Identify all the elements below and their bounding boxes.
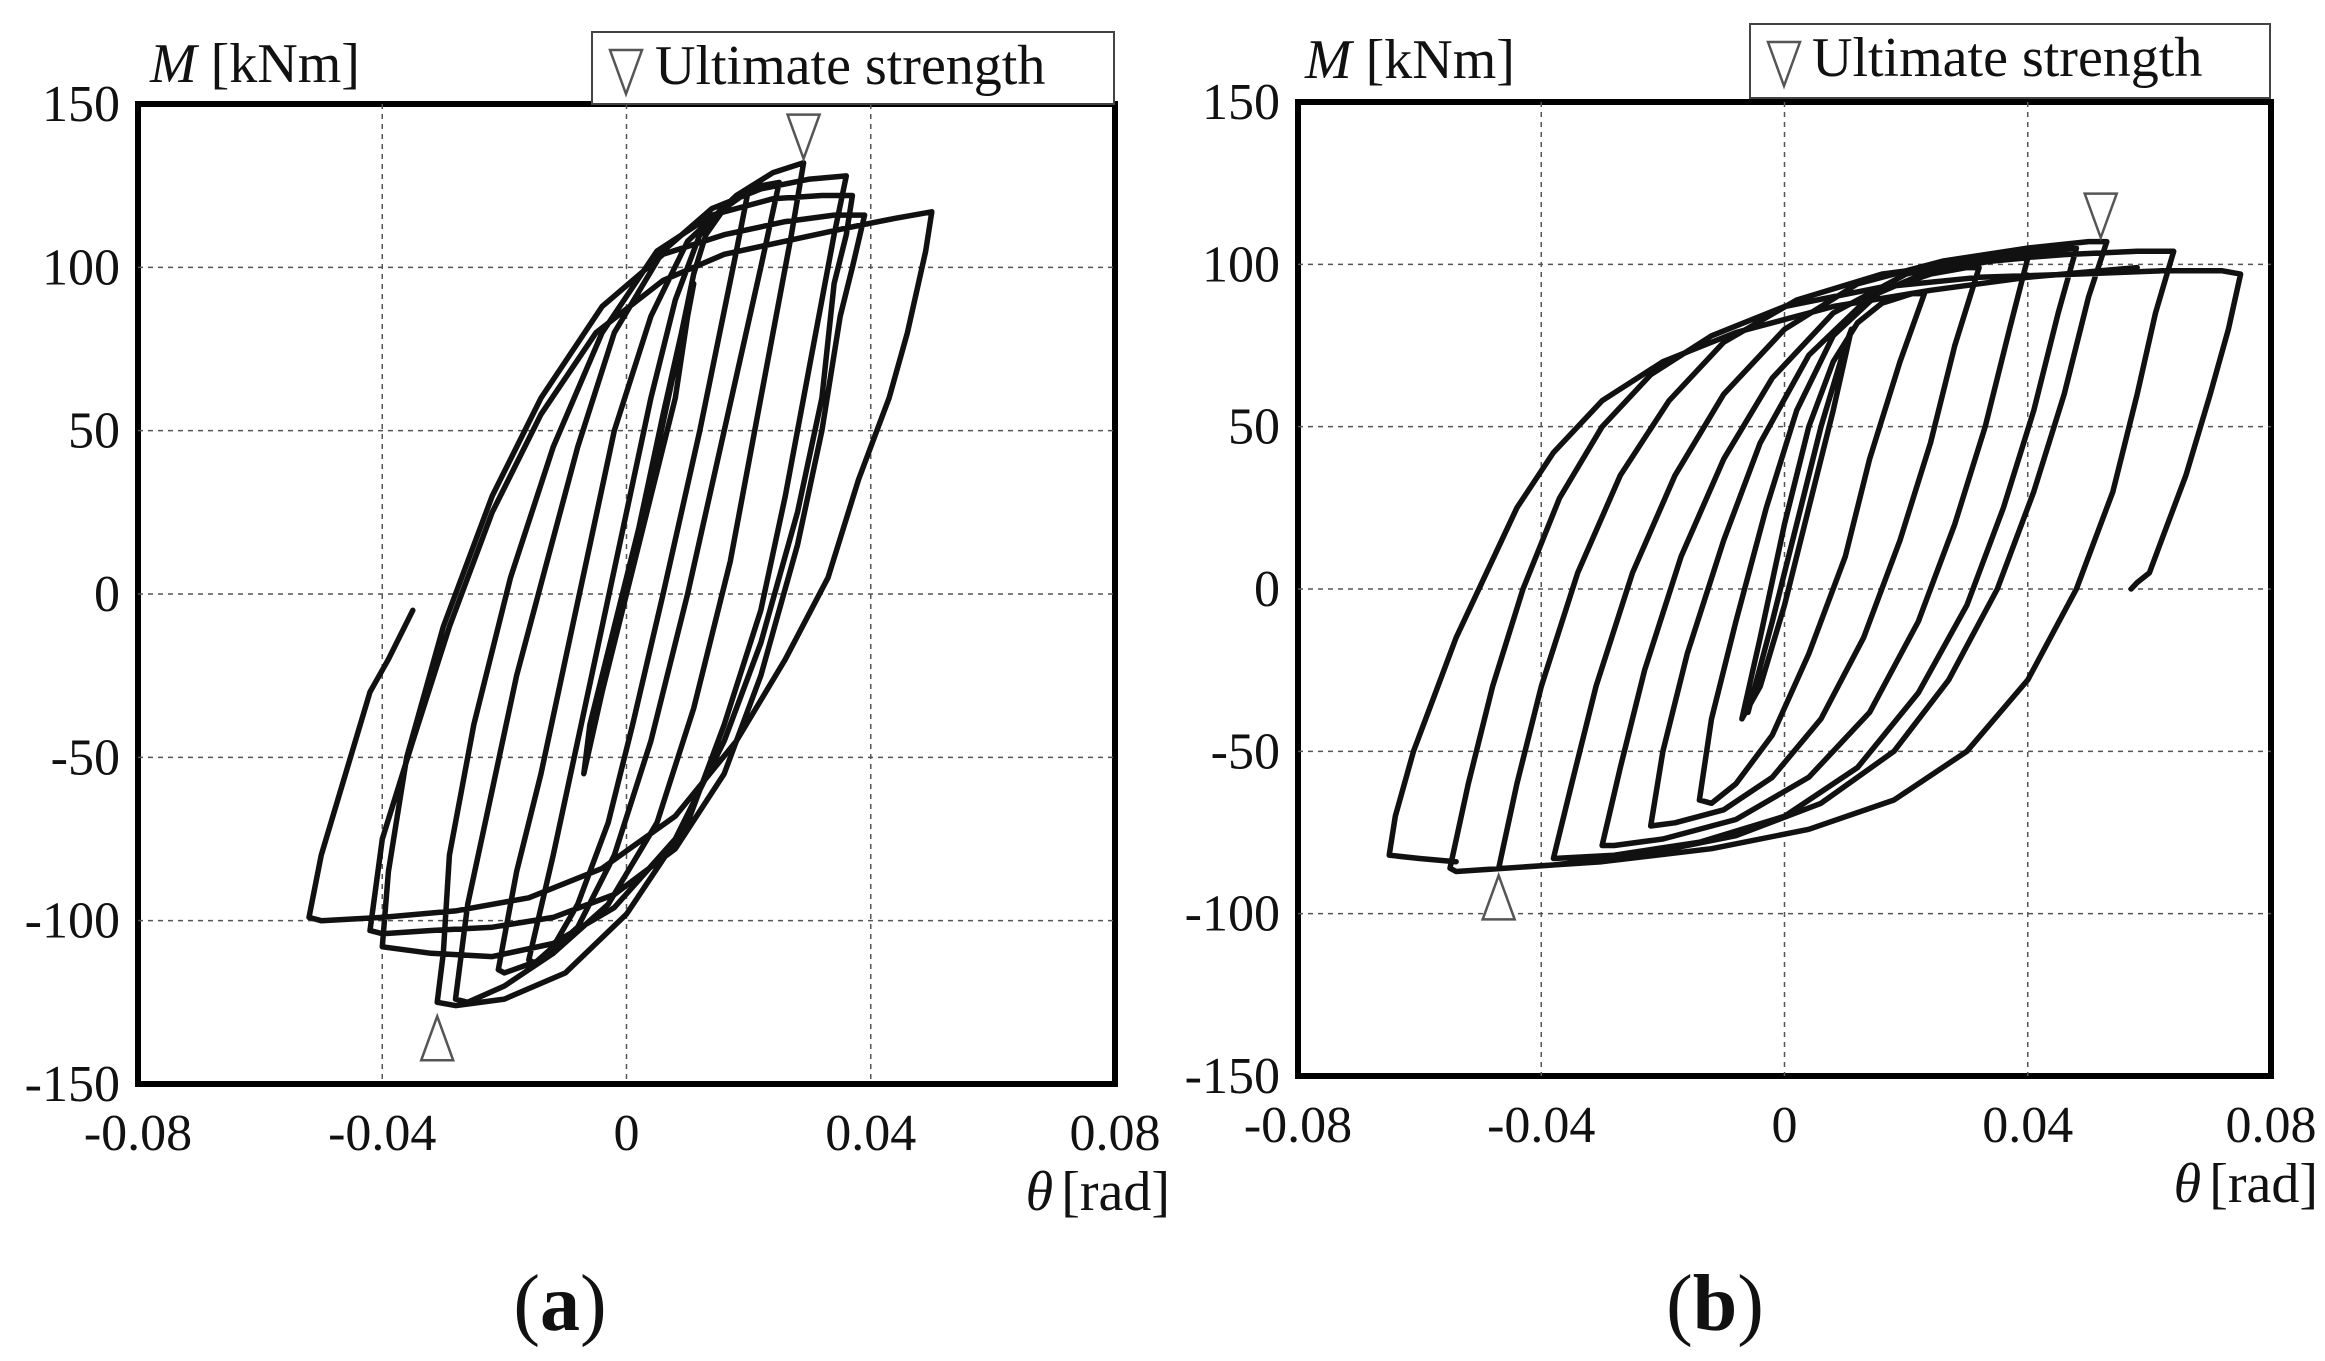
series-hysteresis bbox=[306, 160, 935, 1009]
ultimate-strength-marker bbox=[785, 113, 822, 163]
y-tick-label: 150 bbox=[42, 76, 120, 133]
y-ticks-b: 150 100 50 0 -50 -100 -150 bbox=[1185, 74, 1280, 1105]
y-tick-label: -50 bbox=[1211, 723, 1280, 780]
y-tick-label: -100 bbox=[25, 893, 120, 950]
legend-label-a: Ultimate strength bbox=[655, 35, 1045, 97]
ultimate-strength-marker bbox=[419, 1012, 455, 1062]
x-tick-label: -0.04 bbox=[1487, 1097, 1595, 1154]
series-outer-negative bbox=[1386, 264, 2140, 865]
panel-b: 150 100 50 0 -50 -100 -150 -0.08 -0.04 0 0.04 0.08… bbox=[1185, 23, 2318, 1348]
x-axis-label-a: θ [rad] bbox=[1026, 1161, 1170, 1223]
x-tick-label: -0.08 bbox=[84, 1105, 192, 1162]
x-tick-label: -0.04 bbox=[328, 1105, 436, 1162]
y-axis-symbol-a: M bbox=[149, 33, 200, 95]
legend-label-b: Ultimate strength bbox=[1812, 27, 2202, 89]
ultimate-markers-b bbox=[1480, 192, 2119, 921]
ultimate-strength-marker bbox=[1480, 871, 1517, 921]
panel-a: 150 100 50 0 -50 -100 -150 -0.08 -0.04 0 0.04 0.08… bbox=[25, 31, 1170, 1348]
grid-b bbox=[1298, 102, 2271, 1076]
caption-b: (b) bbox=[1666, 1260, 1764, 1348]
plot-frame-b bbox=[1295, 99, 2274, 1079]
legend-triangle-icon-b bbox=[1766, 40, 1802, 90]
y-tick-label: 0 bbox=[1254, 561, 1280, 618]
y-tick-label: -150 bbox=[1185, 1048, 1280, 1105]
legend-box-b bbox=[1749, 23, 2271, 99]
series-hysteresis bbox=[1447, 238, 2244, 875]
x-tick-label: 0 bbox=[1772, 1097, 1798, 1154]
x-axis-symbol-b: θ bbox=[2174, 1153, 2202, 1215]
hysteresis-curve-b bbox=[1386, 238, 2244, 875]
legend-triangle-icon-a bbox=[608, 48, 644, 98]
x-axis-unit-a: [rad] bbox=[1061, 1161, 1170, 1223]
ultimate-strength-marker bbox=[2082, 192, 2119, 242]
y-tick-label: -100 bbox=[1185, 886, 1280, 943]
y-ticks-a: 150 100 50 0 -50 -100 -150 bbox=[25, 76, 120, 1113]
x-axis-unit-b: [rad] bbox=[2209, 1153, 2318, 1215]
legend-box-a bbox=[591, 31, 1115, 105]
y-tick-label: 100 bbox=[42, 239, 120, 296]
x-ticks-a: -0.08 -0.04 0 0.04 0.08 bbox=[84, 1105, 1161, 1162]
x-ticks-b: -0.08 -0.04 0 0.04 0.08 bbox=[1244, 1097, 2317, 1154]
grid-a bbox=[138, 104, 1115, 1084]
y-tick-label: 100 bbox=[1202, 236, 1280, 293]
y-axis-unit-a: [kNm] bbox=[211, 33, 360, 95]
y-axis-label-b: M [kNm] bbox=[1304, 29, 1515, 91]
ultimate-markers-a bbox=[419, 113, 822, 1062]
x-axis-label-b: θ [rad] bbox=[2174, 1153, 2318, 1215]
x-tick-label: 0.04 bbox=[825, 1105, 916, 1162]
x-tick-label: 0.04 bbox=[1982, 1097, 2073, 1154]
y-tick-label: 0 bbox=[94, 566, 120, 623]
y-axis-unit-b: [kNm] bbox=[1366, 29, 1515, 91]
y-axis-symbol-b: M bbox=[1304, 29, 1355, 91]
x-tick-label: -0.08 bbox=[1244, 1097, 1352, 1154]
y-axis-label-a: M [kNm] bbox=[149, 33, 360, 95]
x-tick-label: 0.08 bbox=[2226, 1097, 2317, 1154]
y-tick-label: -50 bbox=[51, 729, 120, 786]
y-tick-label: 50 bbox=[1228, 399, 1280, 456]
legend-a: Ultimate strength bbox=[591, 31, 1115, 105]
x-tick-label: 0 bbox=[614, 1105, 640, 1162]
hysteresis-curve-a bbox=[306, 160, 935, 1009]
legend-b: Ultimate strength bbox=[1749, 23, 2271, 99]
caption-a: (a) bbox=[513, 1260, 606, 1348]
y-tick-label: 50 bbox=[68, 403, 120, 460]
y-tick-label: -150 bbox=[25, 1056, 120, 1113]
x-axis-symbol-a: θ bbox=[1026, 1161, 1054, 1223]
x-tick-label: 0.08 bbox=[1070, 1105, 1161, 1162]
y-tick-label: 150 bbox=[1202, 74, 1280, 131]
